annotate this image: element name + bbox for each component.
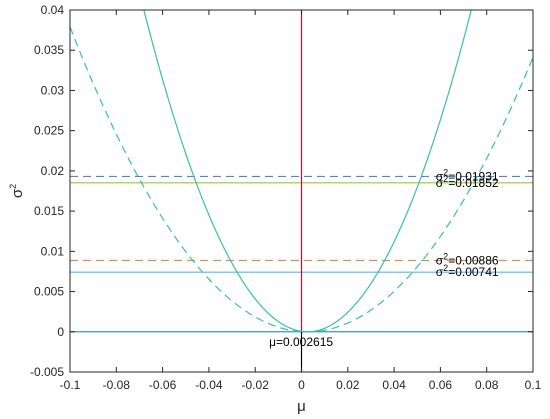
y-tick-label: 0.005: [34, 285, 64, 299]
y-tick-label: 0.025: [34, 124, 64, 138]
x-tick-label: 0.1: [525, 378, 542, 392]
y-axis-label-sup: 2: [8, 184, 18, 189]
y-tick-label: 0: [57, 325, 64, 339]
annotation-4: μ=0.002615: [269, 335, 333, 349]
x-tick-label: 0.08: [475, 378, 499, 392]
y-tick-label: 0.03: [41, 83, 65, 97]
y-tick-label: 0.02: [41, 164, 65, 178]
y-axis-label-base: σ: [9, 188, 26, 198]
annotation-0: σ2=0.01931: [436, 167, 499, 183]
curve-0: [143, 10, 472, 333]
x-tick-label: 0.04: [382, 378, 406, 392]
x-tick-label: -0.1: [60, 378, 81, 392]
annotation-2: σ2=0.00886: [436, 252, 499, 268]
x-tick-label: -0.08: [103, 378, 131, 392]
x-tick-label: -0.04: [195, 378, 223, 392]
y-tick-label: 0.04: [41, 3, 65, 17]
annotation-3: σ2=0.00741: [436, 263, 499, 279]
annotation-1: σ2=0.01852: [436, 174, 499, 190]
y-tick-label: 0.035: [34, 43, 64, 57]
y-axis-label: σ2: [8, 184, 26, 198]
x-tick-label: -0.02: [242, 378, 270, 392]
y-tick-label: -0.005: [30, 365, 64, 379]
x-tick-label: 0.06: [429, 378, 453, 392]
curve-1: [70, 26, 533, 333]
x-tick-label: 0: [298, 378, 305, 392]
y-tick-label: 0.015: [34, 204, 64, 218]
x-axis-label: μ: [297, 398, 306, 415]
x-tick-label: 0.02: [336, 378, 360, 392]
y-tick-label: 0.01: [41, 244, 65, 258]
x-tick-label: -0.06: [149, 378, 177, 392]
